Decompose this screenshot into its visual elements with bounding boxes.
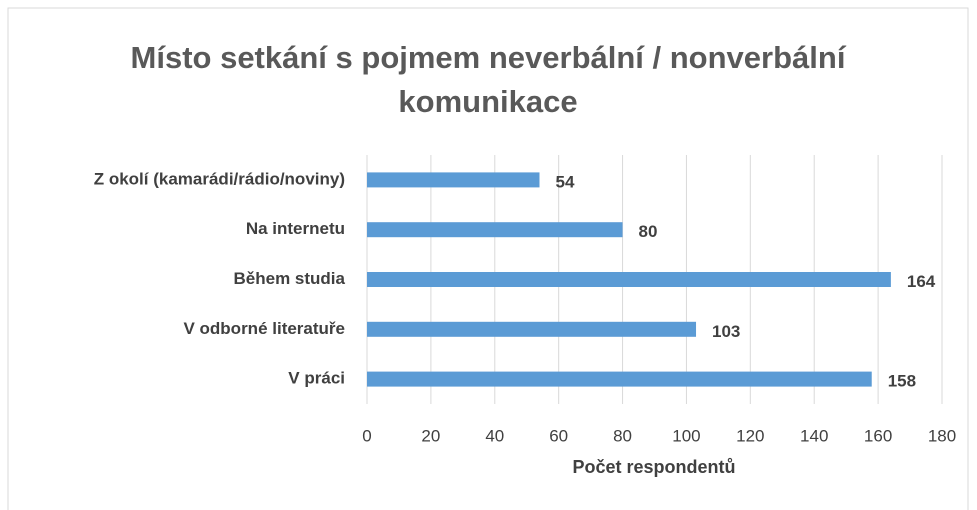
y-tick-label: Během studia xyxy=(234,269,346,288)
x-tick-label: 40 xyxy=(485,426,504,445)
bar xyxy=(367,272,891,287)
y-tick-label: V práci xyxy=(288,369,345,388)
value-label: 80 xyxy=(639,222,658,241)
bar xyxy=(367,371,872,387)
x-tick-label: 100 xyxy=(672,426,700,445)
x-axis-label: Počet respondentů xyxy=(572,457,735,477)
y-tick-label: V odborné literatuře xyxy=(183,319,345,338)
value-label: 164 xyxy=(907,272,936,291)
value-label: 103 xyxy=(712,322,740,341)
x-tick-label: 80 xyxy=(613,426,632,445)
y-tick-label: Z okolí (kamarádi/rádio/noviny) xyxy=(94,169,345,188)
x-tick-label: 160 xyxy=(864,426,892,445)
value-label: 158 xyxy=(888,372,916,391)
chart-title: Místo setkání s pojmem neverbální / nonv… xyxy=(130,40,846,119)
x-tick-label: 120 xyxy=(736,426,764,445)
x-tick-label: 140 xyxy=(800,426,828,445)
x-tick-label: 180 xyxy=(928,426,956,445)
chart-frame xyxy=(7,7,969,510)
x-tick-label: 20 xyxy=(421,426,440,445)
bar xyxy=(367,172,540,188)
value-label: 54 xyxy=(556,172,575,191)
bar xyxy=(367,222,623,238)
y-tick-label: Na internetu xyxy=(246,219,345,238)
x-tick-label: 0 xyxy=(362,426,371,445)
bar xyxy=(367,321,697,337)
x-tick-label: 60 xyxy=(549,426,568,445)
